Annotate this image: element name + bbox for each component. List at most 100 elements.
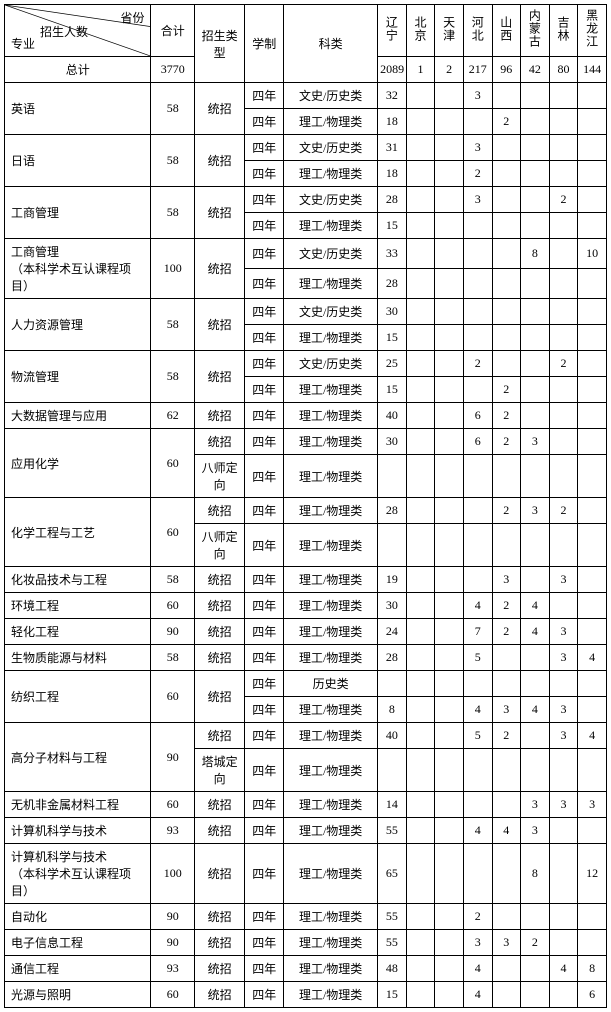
value-cell (549, 671, 578, 697)
value-cell (435, 671, 464, 697)
value-cell (578, 593, 607, 619)
value-cell (549, 524, 578, 567)
category: 文史/历史类 (284, 135, 378, 161)
value-cell (549, 930, 578, 956)
value-cell: 3 (463, 83, 492, 109)
value-cell (578, 455, 607, 498)
value-cell (463, 239, 492, 269)
value-cell: 3 (492, 930, 521, 956)
value-cell (435, 697, 464, 723)
province-total: 96 (492, 57, 521, 83)
value-cell: 8 (578, 956, 607, 982)
value-cell (435, 498, 464, 524)
value-cell: 5 (463, 723, 492, 749)
header-province: 黑龙江 (578, 5, 607, 57)
duration: 四年 (245, 524, 284, 567)
value-cell (435, 567, 464, 593)
duration: 四年 (245, 325, 284, 351)
value-cell: 55 (378, 904, 407, 930)
enrollment-table: 省份招生人数专业合计招生类型学制科类辽宁北京天津河北山西内蒙古吉林黑龙江总计37… (4, 4, 607, 1008)
value-cell (463, 213, 492, 239)
value-cell (435, 377, 464, 403)
value-cell: 2 (492, 498, 521, 524)
value-cell (492, 956, 521, 982)
hdr-province: 省份 (120, 9, 144, 26)
province-total: 2089 (378, 57, 407, 83)
major-name: 大数据管理与应用 (5, 403, 151, 429)
value-cell: 3 (463, 187, 492, 213)
value-cell (521, 269, 550, 299)
value-cell (435, 749, 464, 792)
value-cell (463, 792, 492, 818)
value-cell: 3 (463, 930, 492, 956)
value-cell: 3 (492, 567, 521, 593)
value-cell: 2 (549, 351, 578, 377)
value-cell: 2 (463, 351, 492, 377)
header-province: 北京 (406, 5, 435, 57)
enroll-type: 统招 (194, 645, 244, 671)
duration: 四年 (245, 844, 284, 904)
value-cell (578, 83, 607, 109)
total-overall: 3770 (151, 57, 194, 83)
enroll-type: 统招 (194, 351, 244, 403)
major-total: 58 (151, 351, 194, 403)
value-cell: 6 (578, 982, 607, 1008)
value-cell (578, 671, 607, 697)
value-cell (435, 213, 464, 239)
value-cell: 3 (549, 645, 578, 671)
value-cell: 28 (378, 645, 407, 671)
value-cell (549, 403, 578, 429)
value-cell (578, 904, 607, 930)
header-province: 山西 (492, 5, 521, 57)
value-cell: 40 (378, 403, 407, 429)
enroll-type: 统招 (194, 619, 244, 645)
value-cell (435, 818, 464, 844)
value-cell (492, 299, 521, 325)
duration: 四年 (245, 749, 284, 792)
enroll-type: 八师定向 (194, 524, 244, 567)
value-cell (435, 524, 464, 567)
value-cell (521, 213, 550, 239)
value-cell (435, 135, 464, 161)
value-cell (463, 299, 492, 325)
header-total: 合计 (151, 5, 194, 57)
value-cell (463, 671, 492, 697)
value-cell (521, 524, 550, 567)
enroll-type: 统招 (194, 723, 244, 749)
value-cell (549, 299, 578, 325)
category: 理工/物理类 (284, 455, 378, 498)
category: 理工/物理类 (284, 956, 378, 982)
value-cell: 4 (463, 593, 492, 619)
value-cell (578, 213, 607, 239)
value-cell (492, 455, 521, 498)
duration: 四年 (245, 619, 284, 645)
value-cell: 3 (492, 697, 521, 723)
duration: 四年 (245, 904, 284, 930)
value-cell (406, 187, 435, 213)
header-province: 辽宁 (378, 5, 407, 57)
enroll-type: 统招 (194, 904, 244, 930)
value-cell (406, 645, 435, 671)
value-cell (406, 135, 435, 161)
duration: 四年 (245, 351, 284, 377)
major-total: 100 (151, 239, 194, 299)
value-cell (521, 109, 550, 135)
value-cell (549, 429, 578, 455)
major-total: 93 (151, 956, 194, 982)
value-cell: 3 (549, 619, 578, 645)
value-cell (521, 567, 550, 593)
value-cell: 18 (378, 161, 407, 187)
major-name: 工商管理（本科学术互认课程项目） (5, 239, 151, 299)
value-cell (492, 645, 521, 671)
value-cell (463, 109, 492, 135)
value-cell (378, 455, 407, 498)
value-cell (406, 299, 435, 325)
value-cell (549, 455, 578, 498)
value-cell (521, 351, 550, 377)
value-cell (492, 187, 521, 213)
value-cell (463, 844, 492, 904)
value-cell (578, 818, 607, 844)
value-cell: 3 (521, 498, 550, 524)
value-cell (435, 844, 464, 904)
value-cell (549, 904, 578, 930)
